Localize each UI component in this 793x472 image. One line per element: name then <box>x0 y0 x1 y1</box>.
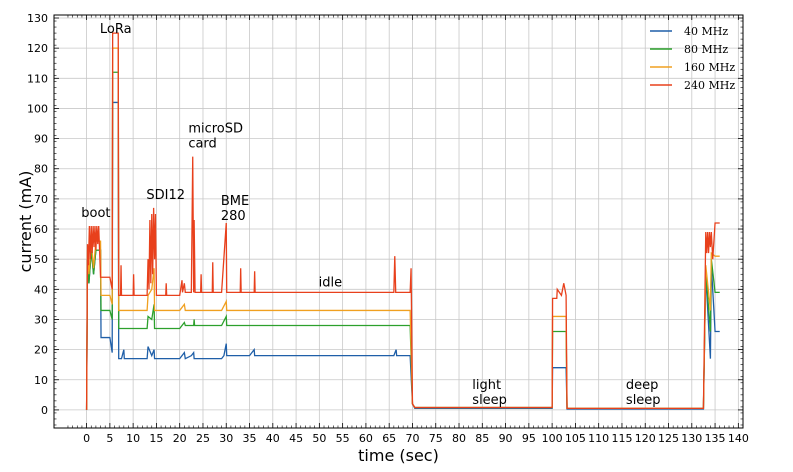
y-tick-label: 110 <box>27 72 48 85</box>
x-tick-label: 75 <box>429 432 443 445</box>
x-tick-label: 95 <box>522 432 536 445</box>
x-tick-label: 85 <box>475 432 489 445</box>
x-tick-label: 0 <box>83 432 90 445</box>
annotation: light sleep <box>472 378 507 408</box>
x-tick-label: 20 <box>173 432 187 445</box>
x-tick-label: 130 <box>681 432 702 445</box>
legend: 40 MHz 80 MHz 160 MHz 240 MHz <box>650 25 735 92</box>
x-tick-label: 35 <box>243 432 257 445</box>
annotations: boot LoRa SDI12 microSD card BME 280 idle light s… <box>81 22 660 408</box>
plot-series <box>85 32 720 410</box>
legend-label: 40 MHz <box>684 25 728 38</box>
legend-label: 240 MHz <box>684 79 735 92</box>
x-tick-label: 110 <box>588 432 609 445</box>
x-tick-label: 135 <box>705 432 726 445</box>
annotation: BME 280 <box>221 194 249 224</box>
x-tick-label: 140 <box>728 432 749 445</box>
y-tick-label: 50 <box>34 253 48 266</box>
y-tick-label: 90 <box>34 133 48 146</box>
grid-lines <box>54 15 743 428</box>
x-tick-label: 115 <box>611 432 632 445</box>
y-tick-label: 100 <box>27 102 48 115</box>
annotation: idle <box>319 275 342 290</box>
annotation: deep sleep <box>626 378 661 408</box>
y-axis-label: current (mA) <box>16 171 35 273</box>
y-tick-label: 70 <box>34 193 48 206</box>
x-tick-label: 125 <box>658 432 679 445</box>
x-tick-label: 45 <box>289 432 303 445</box>
x-tick-label: 80 <box>452 432 466 445</box>
y-tick-label: 80 <box>34 163 48 176</box>
x-tick-label: 50 <box>312 432 326 445</box>
y-tick-label: 10 <box>34 374 48 387</box>
y-tick-label: 130 <box>27 12 48 25</box>
x-tick-label: 15 <box>149 432 163 445</box>
legend-label: 80 MHz <box>684 43 728 56</box>
x-tick-label: 5 <box>106 432 113 445</box>
x-tick-label: 40 <box>266 432 280 445</box>
annotation: LoRa <box>100 22 132 37</box>
x-tick-label: 100 <box>542 432 563 445</box>
x-axis-label: time (sec) <box>358 446 439 465</box>
annotation: microSD card <box>188 122 243 152</box>
y-tick-label: 0 <box>41 404 48 417</box>
x-tick-label: 55 <box>336 432 350 445</box>
x-tick-label: 25 <box>196 432 210 445</box>
y-tick-label: 40 <box>34 283 48 296</box>
y-tick-label: 30 <box>34 313 48 326</box>
x-tick-label: 70 <box>405 432 419 445</box>
x-tick-label: 30 <box>219 432 233 445</box>
x-tick-label: 60 <box>359 432 373 445</box>
y-tick-label: 20 <box>34 344 48 357</box>
y-tick-label: 120 <box>27 42 48 55</box>
x-tick-label: 105 <box>565 432 586 445</box>
axis-ticks: 0 5 10 15 20 25 30 35 40 45 50 55 60 65 70 75 80 85 90 95 10… <box>27 12 749 445</box>
x-tick-label: 10 <box>126 432 140 445</box>
series-line-3 <box>85 32 720 410</box>
annotation: boot <box>81 206 110 221</box>
x-tick-label: 120 <box>635 432 656 445</box>
annotation: SDI12 <box>146 188 185 203</box>
plot-frame <box>53 14 744 429</box>
x-tick-label: 65 <box>382 432 396 445</box>
y-tick-label: 60 <box>34 223 48 236</box>
x-tick-label: 90 <box>499 432 513 445</box>
legend-label: 160 MHz <box>684 61 735 74</box>
